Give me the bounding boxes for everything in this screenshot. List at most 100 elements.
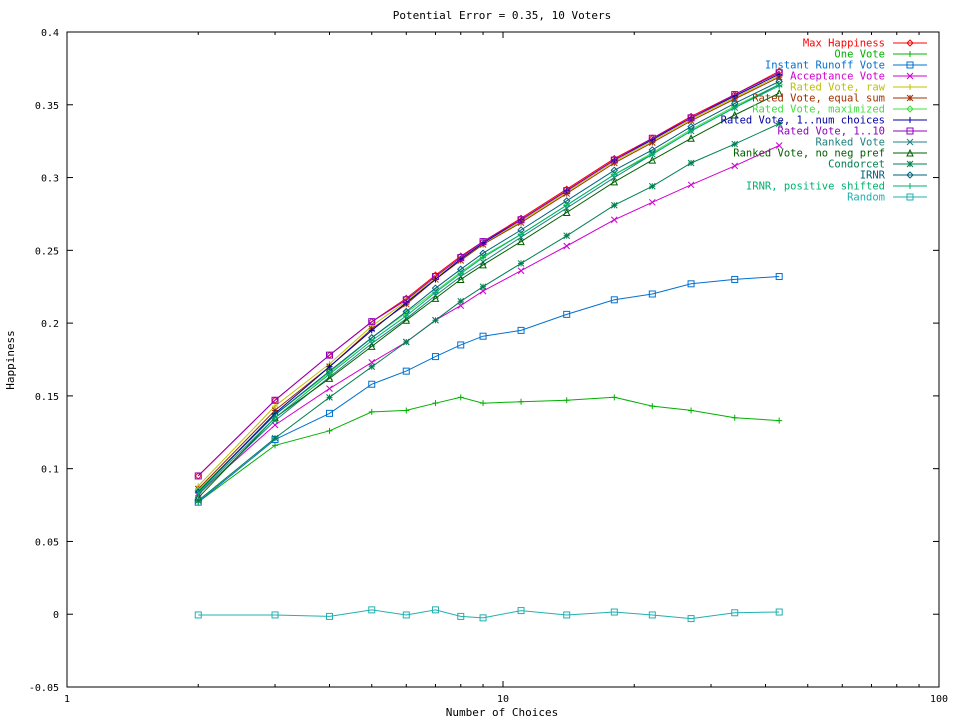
legend-label: Random	[847, 192, 885, 204]
data-point	[906, 61, 914, 69]
data-point	[479, 260, 487, 269]
data-point	[775, 89, 784, 97]
data-point	[906, 127, 914, 135]
data-point	[457, 254, 465, 262]
data-point	[610, 156, 618, 164]
data-point	[687, 114, 695, 122]
data-point	[563, 187, 571, 195]
data-point	[906, 138, 914, 146]
data-point	[271, 396, 279, 404]
data-point	[688, 407, 695, 414]
data-point	[272, 442, 279, 449]
data-point	[610, 201, 618, 209]
legend-label: Rated Vote, raw	[790, 82, 886, 94]
data-point	[731, 609, 739, 617]
data-point	[907, 183, 913, 189]
data-point	[325, 374, 334, 382]
data-point	[563, 310, 571, 318]
data-point	[906, 148, 914, 157]
data-point	[649, 151, 656, 158]
legend-label: Instant Runoff Vote	[765, 60, 885, 72]
x-tick-label: 10	[497, 694, 509, 705]
y-tick-label: 0.25	[35, 246, 59, 257]
data-point	[457, 297, 465, 305]
data-point	[368, 327, 375, 334]
series-line	[197, 83, 780, 496]
data-point	[326, 385, 333, 392]
data-point	[731, 104, 738, 111]
series-random	[194, 606, 783, 623]
data-point	[368, 606, 376, 614]
data-point	[431, 294, 440, 302]
data-point	[325, 409, 333, 417]
data-point	[195, 490, 202, 497]
y-tick-label: 0.4	[41, 28, 59, 39]
data-point	[906, 72, 914, 80]
data-point	[906, 105, 914, 113]
data-point	[431, 353, 439, 361]
data-point	[610, 216, 618, 224]
data-point	[562, 208, 571, 216]
data-point	[907, 117, 913, 123]
data-point	[906, 160, 914, 168]
series-line	[197, 92, 780, 499]
data-point	[479, 332, 487, 340]
series-irnr-positive-shifted	[195, 82, 783, 497]
data-point	[648, 134, 656, 142]
data-point	[687, 280, 695, 288]
data-point	[610, 177, 619, 186]
data-point	[480, 400, 487, 407]
x-axis-label: Number of Choices	[446, 706, 559, 719]
data-point	[368, 408, 375, 415]
data-point	[563, 202, 570, 209]
data-point	[271, 611, 279, 619]
data-point	[610, 608, 618, 616]
data-point	[776, 417, 783, 424]
series-line	[197, 72, 780, 477]
series-line	[197, 81, 780, 493]
data-point	[611, 171, 618, 178]
data-point	[687, 159, 695, 167]
data-point	[563, 232, 571, 240]
y-tick-label: 0.15	[35, 392, 59, 403]
data-point	[271, 434, 279, 442]
data-point	[194, 497, 202, 505]
y-tick-label: 0.35	[35, 101, 59, 112]
legend-label: Rated Vote, 1..num choices	[721, 115, 885, 127]
data-point	[368, 318, 376, 326]
series-layer	[194, 67, 784, 623]
data-point	[402, 611, 410, 619]
data-point	[456, 275, 465, 283]
data-point	[907, 51, 913, 57]
series-line	[198, 609, 780, 620]
x-tick-label: 1	[64, 694, 70, 705]
series-line	[197, 145, 780, 494]
series-condorcet	[194, 120, 783, 505]
series-rated-vote-1-10	[194, 69, 783, 480]
data-point	[563, 242, 571, 250]
data-point	[518, 398, 525, 405]
data-point	[403, 407, 410, 414]
data-point	[906, 94, 914, 102]
legend-label: Ranked Vote, no neg pref	[733, 148, 885, 160]
data-point	[431, 273, 439, 281]
data-point	[367, 342, 376, 350]
data-point	[479, 614, 487, 622]
data-point	[518, 231, 525, 238]
data-point	[649, 403, 656, 410]
data-point	[325, 612, 333, 620]
legend-label: Condorcet	[828, 159, 885, 171]
data-point	[731, 91, 739, 99]
data-point	[517, 237, 525, 246]
data-point	[517, 326, 525, 334]
data-point	[368, 337, 375, 344]
series-one-vote	[195, 394, 783, 506]
data-point	[326, 427, 333, 434]
data-point	[730, 110, 739, 119]
legend-label: Rated Vote, maximized	[752, 104, 885, 116]
data-point	[687, 134, 695, 142]
legend-label: IRNR	[860, 170, 886, 182]
data-point	[687, 615, 695, 623]
